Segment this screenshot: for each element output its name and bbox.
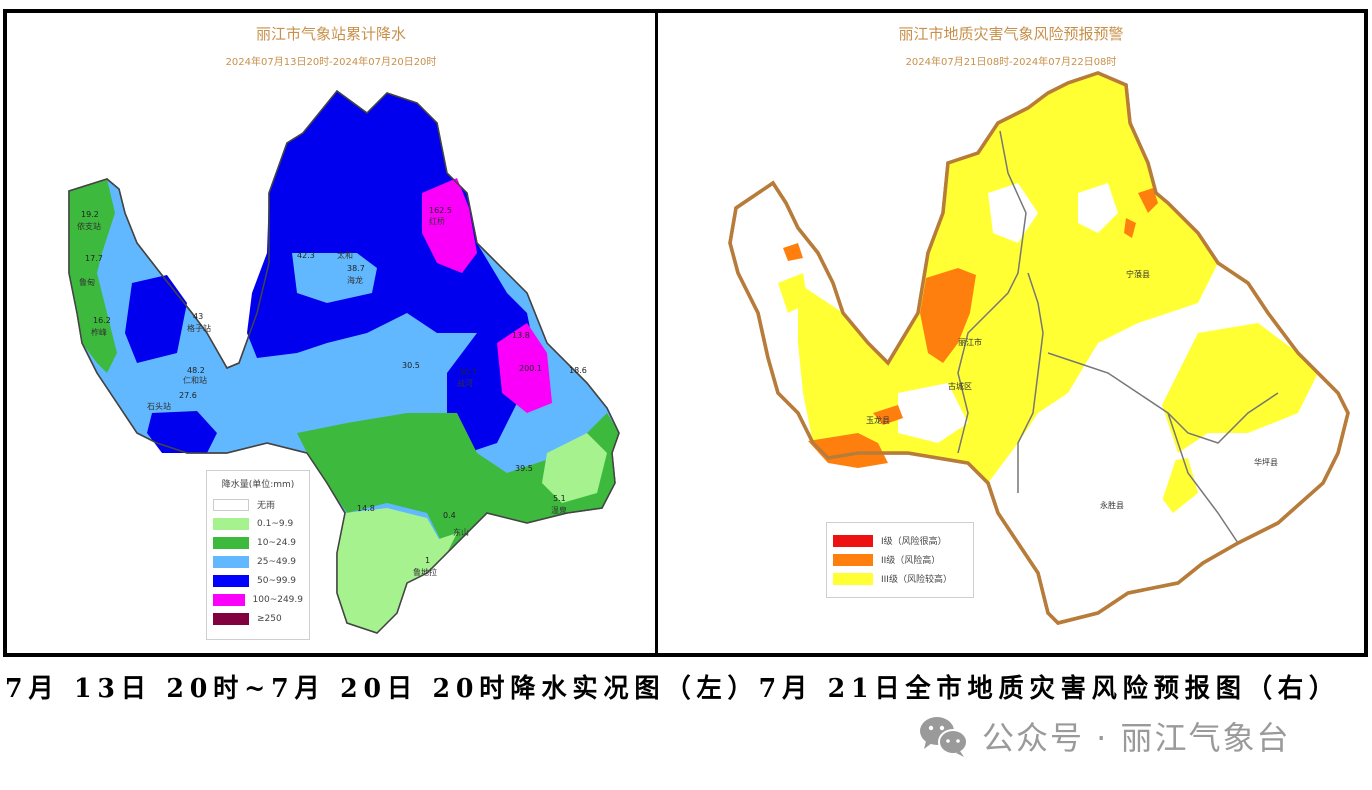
legend-swatch: [213, 574, 249, 587]
legend-label: 25~49.9: [257, 556, 297, 567]
county-label-yulong: 玉龙县: [866, 415, 890, 425]
geohazard-risk-map: 宁蒗县 丽江市 古城区 玉龙县 华坪县 永胜县: [728, 71, 1350, 625]
svg-text:19.2: 19.2: [81, 210, 99, 219]
county-label-gucheng: 古城区: [948, 381, 972, 391]
legend-swatch: [213, 612, 249, 625]
legend-swatch: [213, 555, 249, 568]
svg-text:太和: 太和: [337, 250, 353, 260]
precip-map-title: 丽江市气象站累计降水: [255, 25, 406, 43]
county-label-lijiang: 丽江市: [958, 337, 982, 347]
legend-label: ≥250: [257, 613, 282, 624]
legend-row: I级（风险很高）: [833, 531, 967, 550]
svg-text:东山: 东山: [453, 527, 469, 537]
precipitation-map: 162.5红桥 42.3 太和 38.7 海龙 16.2 柞峰 19.2 依支站 17.…: [68, 89, 620, 634]
precipitation-map-panel: 丽江市气象站累计降水 2024年07月13日20时-2024年07月20日20时…: [3, 9, 658, 657]
legend-swatch: [833, 553, 873, 566]
legend-swatch: [833, 534, 873, 547]
legend-label: 100~249.9: [252, 594, 303, 605]
svg-text:柞峰: 柞峰: [91, 327, 107, 337]
svg-text:200.1: 200.1: [519, 364, 542, 373]
wechat-watermark: 公众号 · 丽江气象台: [918, 714, 1291, 758]
precipitation-legend: 降水量(单位:mm) 无雨 0.1~9.9 10~24.9 25~49.9 50…: [206, 470, 310, 640]
svg-text:27.6: 27.6: [179, 391, 197, 400]
svg-text:38.7: 38.7: [347, 264, 365, 273]
risk-map-subtitle: 2024年07月21日08时-2024年07月22日08时: [905, 57, 1117, 68]
legend-row: III级（风险较高）: [833, 569, 967, 588]
legend-label: II级（风险高）: [881, 556, 941, 566]
legend-row: 无雨: [213, 495, 303, 514]
svg-text:依支站: 依支站: [77, 221, 101, 231]
svg-text:39.5: 39.5: [515, 464, 533, 473]
geohazard-risk-map-panel: 丽江市地质灾害气象风险预报预警 2024年07月21日08时-2024年07月2…: [655, 9, 1368, 657]
svg-text:30.5: 30.5: [402, 361, 420, 370]
svg-text:海龙: 海龙: [347, 275, 363, 285]
legend-row: ≥250: [213, 609, 303, 628]
legend-title: 降水量(单位:mm): [221, 480, 295, 490]
county-label-ninglang: 宁蒗县: [1126, 269, 1150, 279]
svg-text:42.3: 42.3: [297, 251, 315, 260]
legend-label: 10~24.9: [257, 537, 297, 548]
svg-text:石头站: 石头站: [147, 401, 171, 411]
legend-swatch: [213, 536, 249, 549]
svg-text:30.7: 30.7: [459, 368, 477, 377]
legend-row: 0.1~9.9: [213, 514, 303, 533]
county-label-yongsheng: 永胜县: [1100, 500, 1124, 510]
county-label-huaping: 华坪县: [1254, 457, 1278, 467]
legend-row: 50~99.9: [213, 571, 303, 590]
svg-text:5.1: 5.1: [553, 494, 566, 503]
risk-map-title: 丽江市地质灾害气象风险预报预警: [898, 25, 1124, 43]
svg-text:14.8: 14.8: [357, 504, 375, 513]
svg-text:17.7: 17.7: [85, 254, 103, 263]
figure-caption: 7月 13日 20时~7月 20日 20时降水实况图（左）7月 21日全市地质灾…: [5, 674, 1340, 704]
watermark-text: 公众号 · 丽江气象台: [982, 719, 1291, 757]
legend-label: III级（风险较高）: [881, 575, 952, 585]
svg-text:13.8: 13.8: [512, 331, 530, 340]
legend-row: 100~249.9: [213, 590, 303, 609]
wechat-icon: [920, 717, 968, 757]
svg-text:仁和站: 仁和站: [183, 375, 207, 385]
svg-text:温泉: 温泉: [551, 505, 567, 515]
legend-label: I级（风险很高）: [881, 537, 947, 547]
precip-map-subtitle: 2024年07月13日20时-2024年07月20日20时: [225, 57, 437, 68]
svg-text:43: 43: [193, 312, 203, 321]
legend-swatch: [213, 498, 249, 511]
legend-row: 25~49.9: [213, 552, 303, 571]
legend-row: 10~24.9: [213, 533, 303, 552]
legend-label: 50~99.9: [257, 575, 297, 586]
risk-legend: I级（风险很高） II级（风险高） III级（风险较高）: [826, 522, 974, 598]
svg-text:鲁地拉: 鲁地拉: [413, 567, 437, 577]
legend-row: II级（风险高）: [833, 550, 967, 569]
svg-text:鲁甸: 鲁甸: [79, 277, 95, 287]
svg-text:0.4: 0.4: [443, 511, 456, 520]
svg-text:48.2: 48.2: [187, 366, 205, 375]
svg-text:1: 1: [425, 556, 430, 565]
svg-text:战河: 战河: [457, 378, 473, 388]
svg-text:16.2: 16.2: [93, 316, 111, 325]
legend-label: 0.1~9.9: [257, 518, 294, 529]
legend-swatch: [213, 517, 249, 530]
svg-text:红桥: 红桥: [429, 216, 445, 226]
legend-swatch: [213, 593, 245, 606]
legend-label: 无雨: [257, 501, 276, 511]
svg-text:162.5: 162.5: [429, 206, 452, 215]
svg-text:18.6: 18.6: [569, 366, 587, 375]
svg-text:格子站: 格子站: [187, 323, 211, 333]
legend-swatch: [833, 572, 873, 585]
